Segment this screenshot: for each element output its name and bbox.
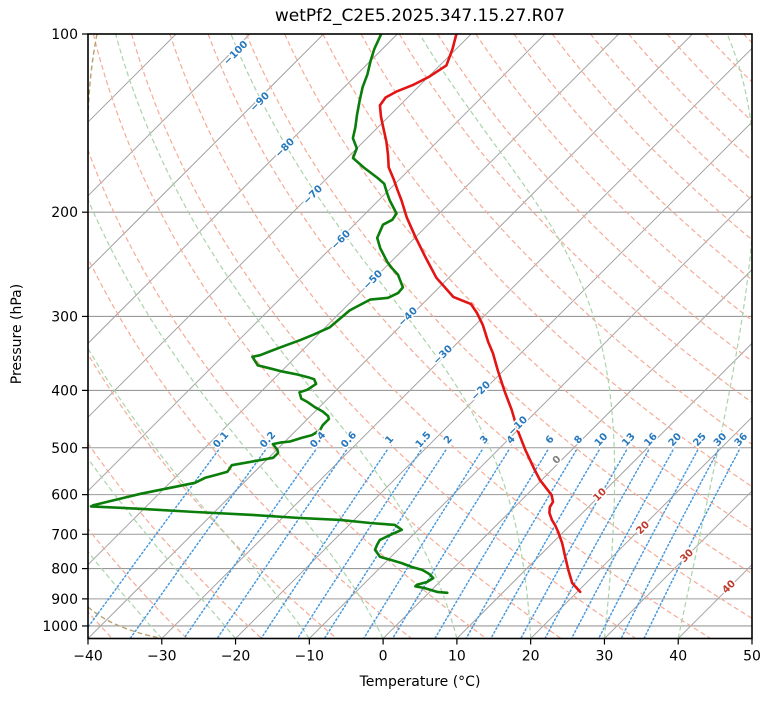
mixing-ratio-label: 2: [442, 434, 455, 447]
pressure-gridlines: [88, 34, 752, 627]
x-tick-label: 0: [379, 649, 388, 665]
dewpoint-curve: [89, 34, 449, 595]
x-tick-label: −30: [147, 649, 177, 665]
y-tick-label: 1000: [42, 619, 78, 635]
isotherm-lines: [88, 34, 752, 639]
temperature-curve: [378, 34, 582, 594]
y-tick-label: 700: [51, 527, 78, 543]
y-tick-label: 300: [51, 309, 78, 325]
x-tick-label: −10: [295, 649, 325, 665]
isotherm-label: −30: [431, 343, 455, 367]
y-tick-label: 900: [51, 592, 78, 608]
plot-border: [87, 33, 753, 640]
y-tick-label: 800: [51, 562, 78, 578]
isotherm-label: −80: [273, 136, 297, 160]
mixing-ratio-label: 13: [620, 431, 638, 449]
x-tick-label: −40: [73, 649, 103, 665]
y-tick-label: 600: [51, 488, 78, 504]
isotherm-label: −50: [361, 268, 385, 292]
mixing-ratio-label: 30: [712, 431, 730, 449]
mixing-ratio-label: 8: [572, 434, 585, 447]
isotherm-label: −90: [248, 90, 272, 114]
x-tick-label: 10: [448, 649, 466, 665]
plot-area: −100−90−80−70−60−50−40−30−20−10010203040…: [88, 34, 752, 639]
mixing-ratio-label: 20: [667, 431, 685, 449]
isotherm-label: −40: [396, 305, 420, 329]
x-tick-label: 20: [522, 649, 540, 665]
x-tick-label: −20: [221, 649, 251, 665]
y-tick-label: 400: [51, 383, 78, 399]
y-axis-ticks: 100 200 300 400 500 600 700 800 900 1000: [42, 27, 88, 635]
y-tick-label: 500: [51, 441, 78, 457]
mixing-ratio-label: 6: [544, 434, 557, 447]
mixing-ratio-label: 16: [642, 431, 660, 449]
x-tick-label: 50: [743, 649, 761, 665]
mixing-ratio-label: 1: [383, 434, 396, 447]
moist-adiabats: [88, 34, 752, 639]
tan-reference-lines: [88, 34, 163, 639]
mixing-ratio-label: 10: [593, 431, 611, 449]
isotherm-label: −20: [469, 379, 493, 403]
x-axis-ticks: −40 −30 −20 −10 0 10 20 30 40 50: [73, 638, 761, 665]
y-tick-label: 200: [51, 205, 78, 221]
isotherm-label: 0: [551, 454, 564, 467]
x-axis-label: Temperature (°C): [359, 674, 481, 690]
x-tick-label: 30: [596, 649, 614, 665]
mixing-ratio-label: 3: [478, 434, 491, 447]
dry-adiabats: [88, 34, 752, 639]
mixing-ratio-lines: [88, 449, 740, 639]
isotherm-label: −60: [329, 228, 353, 252]
chart-title: wetPf2_C2E5.2025.347.15.27.R07: [274, 6, 566, 26]
isotherm-label: −100: [222, 39, 250, 67]
y-tick-label: 100: [51, 27, 78, 43]
isotherm-label: −70: [301, 183, 325, 207]
x-tick-label: 40: [669, 649, 687, 665]
